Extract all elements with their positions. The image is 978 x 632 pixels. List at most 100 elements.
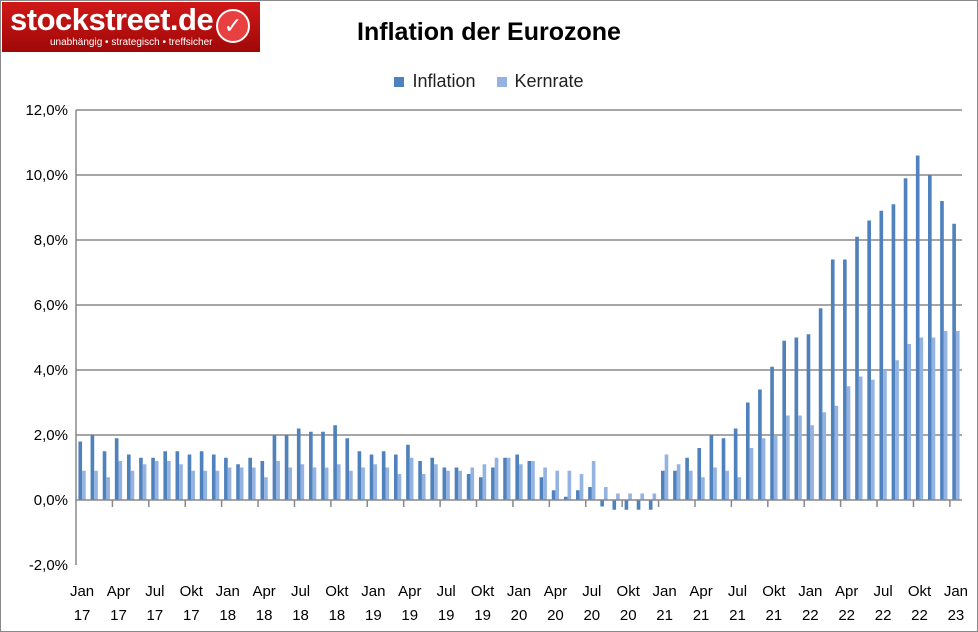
bar-inflation [345, 438, 350, 500]
bar-inflation [163, 451, 168, 500]
legend-item-kernrate: Kernrate [496, 71, 584, 92]
y-tick-label: 0,0% [34, 492, 68, 509]
bar-kernrate [955, 331, 960, 500]
bar-kernrate [798, 415, 802, 500]
bar-inflation [151, 457, 155, 500]
bar-kernrate [227, 467, 232, 500]
x-tick-label-year: 20 [511, 607, 528, 624]
x-tick-label-year: 19 [438, 607, 455, 624]
bar-kernrate [409, 457, 414, 500]
bar-inflation [381, 451, 386, 500]
bar-inflation [296, 428, 301, 500]
y-tick-label: 6,0% [34, 297, 68, 314]
bar-kernrate [336, 464, 341, 500]
y-tick-label: 4,0% [34, 362, 68, 379]
x-tick-label-year: 18 [219, 607, 236, 624]
x-tick-label: Jul [437, 583, 456, 600]
x-tick-label-year: 21 [656, 607, 673, 624]
bar-inflation [199, 451, 204, 500]
bar-kernrate [531, 461, 535, 500]
bar-inflation [114, 438, 119, 500]
x-tick-label: Okt [762, 583, 786, 600]
x-tick-label-year: 19 [474, 607, 491, 624]
y-tick-label: 2,0% [34, 427, 68, 444]
x-tick-label: Apr [689, 583, 712, 600]
bar-inflation [78, 441, 83, 500]
bar-kernrate [239, 467, 244, 500]
bar-inflation [357, 451, 362, 500]
bar-kernrate [494, 457, 499, 500]
bar-inflation [139, 457, 143, 500]
x-tick-label-year: 22 [875, 607, 892, 624]
x-tick-label: Apr [835, 583, 858, 600]
bar-kernrate [118, 461, 123, 500]
legend-label-kernrate: Kernrate [514, 71, 584, 91]
bar-kernrate [943, 331, 948, 500]
bar-inflation [406, 444, 410, 500]
x-tick-label-year: 20 [583, 607, 600, 624]
bar-kernrate [397, 474, 402, 500]
bar-kernrate [628, 493, 632, 500]
bar-kernrate [361, 467, 365, 500]
bar-kernrate [931, 337, 936, 500]
bar-kernrate [640, 493, 645, 500]
bar-inflation [515, 454, 519, 500]
bar-kernrate [810, 425, 814, 500]
bar-kernrate [385, 467, 390, 500]
bar-kernrate [749, 448, 754, 500]
x-tick-label-year: 22 [838, 607, 855, 624]
bar-inflation [466, 474, 471, 500]
bar-inflation [721, 438, 726, 500]
bar-kernrate [688, 470, 693, 500]
bar-kernrate [482, 464, 487, 500]
bar-inflation [224, 457, 228, 500]
bar-kernrate [446, 470, 450, 500]
bar-inflation [770, 366, 774, 500]
logo-name: stockstreet.de [10, 2, 214, 37]
x-tick-label: Jan [70, 583, 94, 600]
bar-inflation [867, 220, 871, 500]
bar-inflation [248, 457, 252, 500]
bar-inflation [733, 428, 738, 500]
bar-inflation [879, 210, 884, 500]
bar-inflation [90, 435, 95, 500]
bar-inflation [333, 425, 337, 500]
x-tick-label-year: 17 [147, 607, 164, 624]
x-tick-label-year: 21 [693, 607, 710, 624]
bar-inflation [855, 236, 859, 500]
bar-kernrate [276, 461, 280, 500]
bar-inflation [940, 201, 944, 500]
bar-inflation [697, 448, 702, 500]
chart-title: Inflation der Eurozone [357, 18, 621, 46]
bar-kernrate [713, 467, 717, 500]
bar-inflation [442, 467, 447, 500]
bar-kernrate [191, 470, 195, 500]
bar-inflation [491, 467, 495, 500]
legend-swatch-kernrate [496, 77, 507, 87]
x-tick-label-year: 20 [620, 607, 637, 624]
bar-inflation [430, 457, 435, 500]
bar-inflation [321, 431, 325, 500]
bar-inflation [745, 402, 750, 500]
bar-kernrate [652, 493, 657, 500]
bar-inflation [928, 175, 932, 500]
bar-inflation [673, 470, 677, 500]
bar-inflation [102, 451, 107, 500]
x-tick-label: Jan [507, 583, 531, 600]
bar-kernrate [616, 493, 620, 500]
x-tick-label: Jan [798, 583, 822, 600]
x-tick-label: Jan [653, 583, 677, 600]
bar-inflation [612, 500, 617, 510]
bar-inflation [636, 500, 641, 510]
x-tick-label: Jul [874, 583, 893, 600]
y-tick-label: 8,0% [34, 232, 68, 249]
bar-kernrate [434, 464, 438, 500]
bar-kernrate [822, 412, 827, 500]
bar-kernrate [883, 370, 887, 500]
bar-inflation [661, 470, 665, 500]
y-tick-label: 10,0% [25, 167, 68, 184]
x-tick-label-year: 21 [766, 607, 783, 624]
x-tick-label: Okt [471, 583, 495, 600]
bar-kernrate [834, 405, 839, 500]
